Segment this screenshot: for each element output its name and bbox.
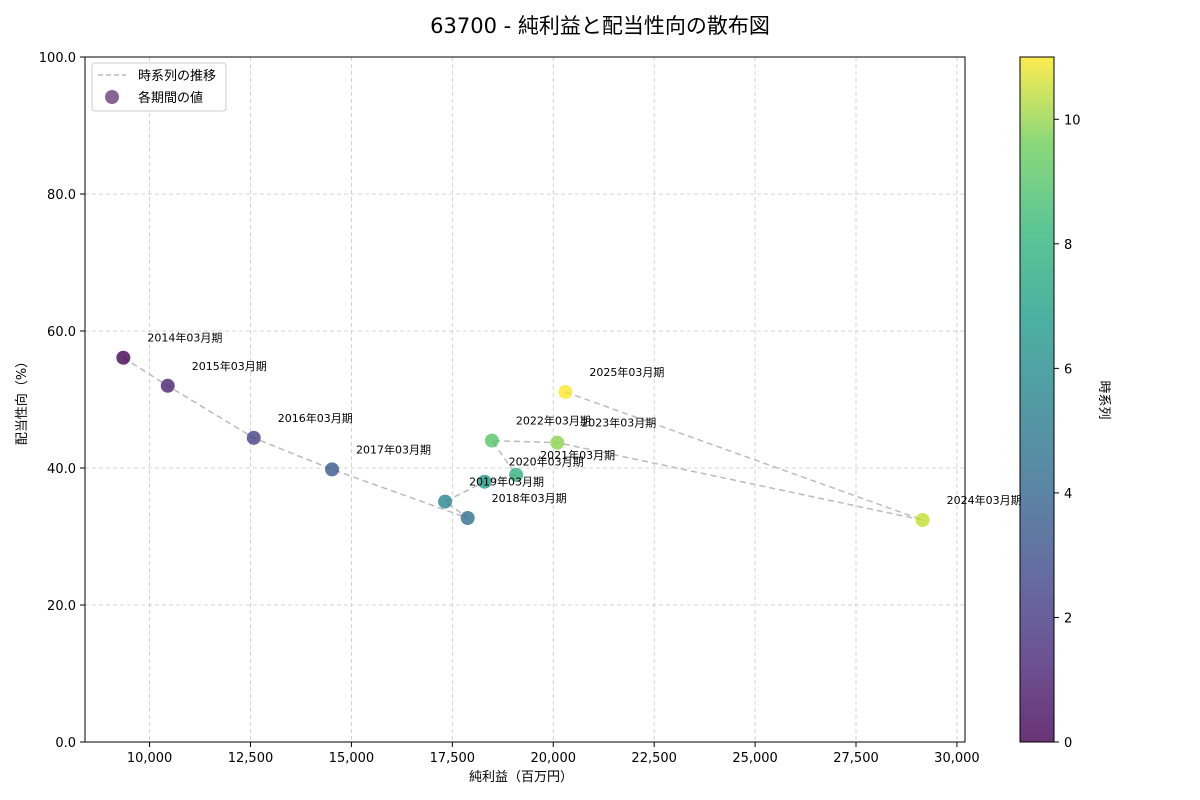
data-point-label: 2024年03月期	[947, 493, 1022, 507]
legend-marker-swatch	[105, 90, 119, 104]
data-points	[116, 350, 930, 528]
plot-frame	[84, 56, 966, 743]
data-point-label: 2023年03月期	[581, 416, 656, 430]
x-tick-label: 30,000	[934, 751, 980, 766]
x-tick-label: 17,500	[430, 751, 476, 766]
x-tick-label: 20,000	[531, 751, 577, 766]
data-point-label: 2020年03月期	[509, 455, 584, 469]
x-tick-label: 27,500	[833, 751, 879, 766]
y-tick-label: 20.0	[47, 599, 76, 614]
data-point	[477, 474, 492, 489]
x-tick-label: 25,000	[732, 751, 778, 766]
data-point	[116, 350, 131, 365]
colorbar-frame	[1019, 56, 1055, 743]
legend: 時系列の推移 各期間の値	[91, 62, 227, 112]
data-point	[460, 511, 475, 526]
legend-marker-label: 各期間の値	[138, 90, 203, 106]
x-tick-label: 10,000	[127, 751, 173, 766]
grid	[85, 56, 965, 743]
data-point-label: 2014年03月期	[147, 331, 222, 345]
y-tick-label: 40.0	[47, 462, 76, 477]
colorbar-tick-label: 10	[1064, 113, 1081, 128]
data-point	[246, 430, 261, 445]
data-point	[325, 462, 340, 477]
trend-polyline	[122, 357, 923, 521]
colorbar-tick-label: 4	[1064, 487, 1072, 502]
data-point-label: 2022年03月期	[516, 414, 591, 428]
x-tick-label: 22,500	[631, 751, 677, 766]
data-point-label: 2017年03月期	[356, 442, 431, 456]
data-point-label: 2015年03月期	[192, 359, 267, 373]
data-point-label: 2016年03月期	[278, 411, 353, 425]
y-axis-ticks: 0.0 20.0 40.0 60.0 80.0 100.0	[39, 51, 85, 751]
colorbar-tick-label: 2	[1064, 611, 1072, 626]
y-axis-label: 配当性向（%）	[14, 355, 30, 445]
data-point	[915, 513, 930, 528]
data-point	[558, 384, 573, 399]
data-point-label: 2025年03月期	[589, 365, 664, 379]
data-point	[509, 467, 524, 482]
y-tick-label: 0.0	[55, 736, 76, 751]
colorbar-gradient	[1020, 57, 1054, 742]
y-tick-label: 60.0	[47, 325, 76, 340]
data-point	[438, 494, 453, 509]
data-point-label: 2019年03月期	[469, 475, 544, 489]
colorbar: 0 2 4 6 8 10 時系列	[1019, 56, 1111, 751]
colorbar-ticks: 0 2 4 6 8 10	[1054, 113, 1081, 751]
data-point-label: 2021年03月期	[540, 448, 615, 462]
x-tick-label: 15,000	[329, 751, 375, 766]
y-tick-label: 80.0	[47, 188, 76, 203]
x-axis-ticks: 10,000 12,500 15,000 17,500 20,000 22,500 25,0…	[127, 742, 980, 766]
x-tick-label: 12,500	[228, 751, 274, 766]
data-point	[160, 378, 175, 393]
colorbar-tick-label: 8	[1064, 238, 1072, 253]
data-point	[550, 435, 565, 450]
colorbar-label: 時系列	[1096, 380, 1111, 419]
data-point-label: 2018年03月期	[492, 491, 567, 505]
point-labels: 2014年03月期 2015年03月期 2016年03月期 2017年03月期 2018…	[147, 331, 1021, 507]
colorbar-tick-label: 0	[1064, 736, 1072, 751]
trend-line	[122, 357, 923, 521]
y-tick-label: 100.0	[39, 51, 76, 66]
x-axis-label: 純利益（百万円）	[469, 770, 573, 785]
data-point	[484, 433, 499, 448]
legend-trend-label: 時系列の推移	[138, 69, 216, 84]
chart-title: 63700 - 純利益と配当性向の散布図	[430, 14, 770, 38]
colorbar-tick-label: 6	[1064, 362, 1072, 377]
